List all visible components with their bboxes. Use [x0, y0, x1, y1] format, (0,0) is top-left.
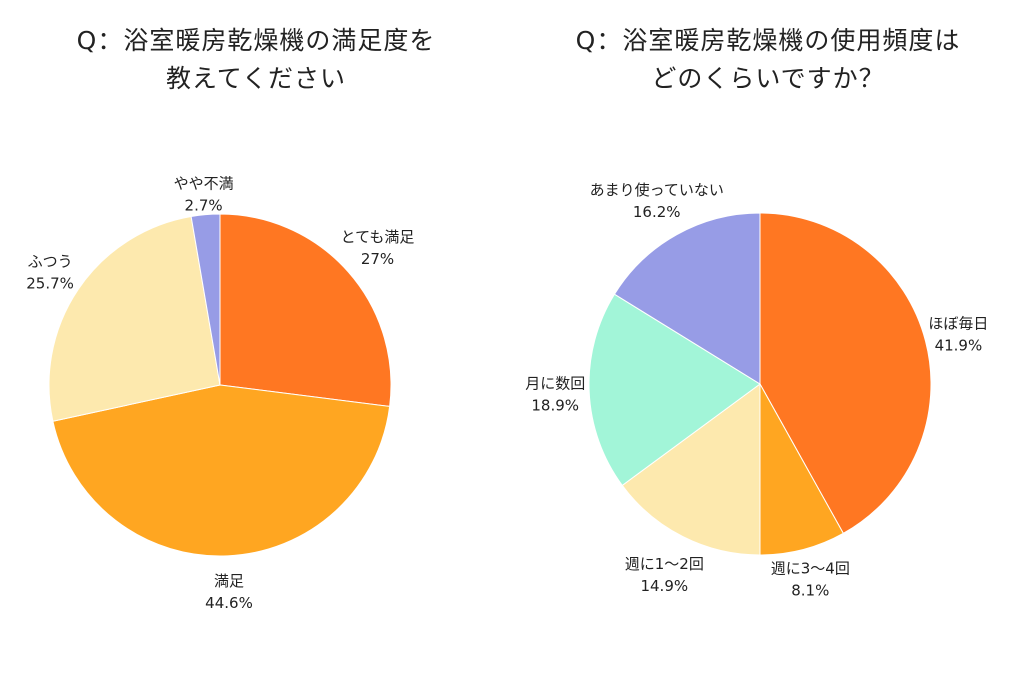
- usage-frequency-chart-panel: Q：浴室暖房乾燥機の使用頻度は どのくらいですか？ ほぼ毎日 41.9% 週に3〜4…: [512, 0, 1024, 683]
- slice-category-label: あまり使っていない: [590, 181, 724, 199]
- slice-category-label: とても満足: [341, 228, 415, 246]
- slice-category-label: やや不満: [174, 175, 234, 193]
- usage-frequency-pie-chart: ほぼ毎日 41.9% 週に3〜4回 8.1% 週に1〜2回 14.9% 月に数回 18.9% あ…: [525, 181, 988, 600]
- usage-frequency-chart-title: Q：浴室暖房乾燥機の使用頻度は どのくらいですか？: [512, 22, 1024, 98]
- pie-slice: [759, 212, 932, 535]
- slice-label: とても満足 27%: [341, 228, 415, 268]
- slice-label: やや不満 2.7%: [174, 175, 234, 215]
- slice-label: 満足 44.6%: [205, 572, 253, 612]
- slice-value-label: 8.1%: [791, 582, 829, 600]
- pie-slice: [219, 213, 392, 407]
- satisfaction-title-line-2: 教えてください: [165, 64, 346, 93]
- slice-value-label: 16.2%: [633, 203, 681, 221]
- pie-slice: [588, 293, 761, 487]
- slice-value-label: 2.7%: [185, 197, 223, 215]
- slice-value-label: 27%: [361, 250, 394, 268]
- slice-label: 週に1〜2回 14.9%: [625, 555, 704, 595]
- satisfaction-chart-title: Q：浴室暖房乾燥機の満足度を 教えてください: [0, 22, 512, 98]
- slice-label: ほぼ毎日 41.9%: [928, 314, 988, 354]
- pie-slice: [48, 215, 221, 422]
- slice-value-label: 25.7%: [26, 274, 74, 292]
- satisfaction-pie-chart: とても満足 27% 満足 44.6% ふつう 25.7% やや不満 2.7%: [26, 175, 415, 612]
- slice-value-label: 41.9%: [935, 336, 983, 354]
- slice-category-label: 満足: [214, 572, 244, 590]
- slice-category-label: 週に3〜4回: [771, 560, 850, 578]
- slice-category-label: ふつう: [28, 252, 73, 270]
- slice-label: あまり使っていない 16.2%: [590, 181, 724, 221]
- pie-slice: [613, 212, 761, 385]
- slice-label: ふつう 25.7%: [26, 252, 74, 292]
- slice-value-label: 44.6%: [205, 594, 253, 612]
- satisfaction-chart-panel: Q：浴室暖房乾燥機の満足度を 教えてください とても満足 27% 満足 44.6% ふつ…: [0, 22, 512, 612]
- slice-category-label: 月に数回: [525, 374, 585, 392]
- slice-value-label: 14.9%: [640, 577, 688, 595]
- usage-title-line-1: Q：浴室暖房乾燥機の使用頻度は: [575, 26, 961, 55]
- slice-category-label: 週に1〜2回: [625, 555, 704, 573]
- slice-label: 月に数回 18.9%: [525, 374, 585, 414]
- satisfaction-title-line-1: Q：浴室暖房乾燥機の満足度を: [76, 26, 436, 55]
- slice-label: 週に3〜4回 8.1%: [771, 560, 850, 600]
- usage-title-line-2: どのくらいですか？: [651, 64, 885, 93]
- pie-slice: [52, 384, 391, 557]
- slice-value-label: 18.9%: [531, 396, 579, 414]
- slice-category-label: ほぼ毎日: [928, 314, 988, 332]
- pie-slice: [621, 383, 761, 556]
- pie-slice: [190, 213, 221, 386]
